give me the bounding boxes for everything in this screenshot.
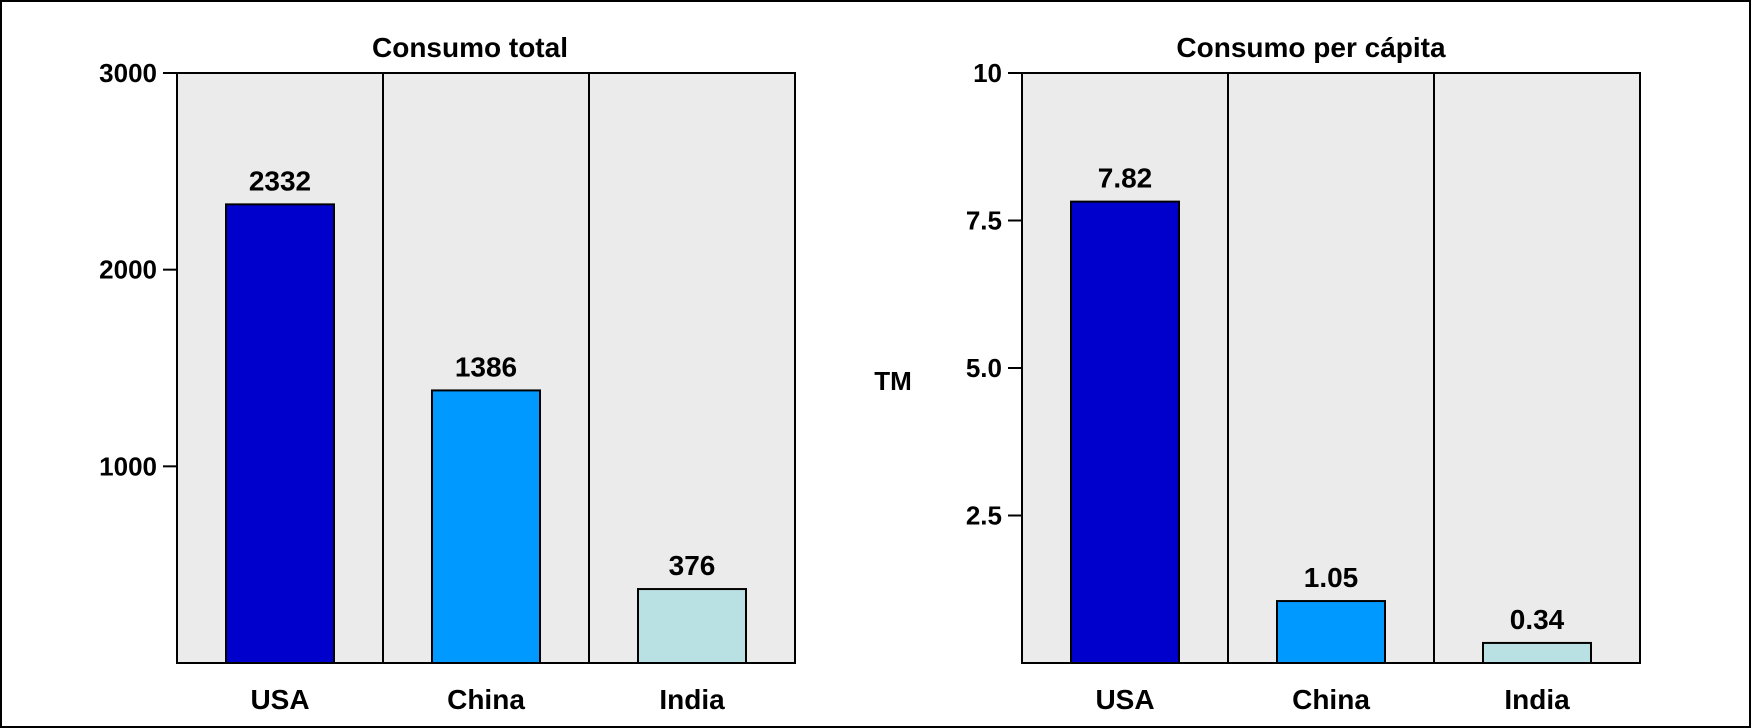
y-tick-label: 5.0 [966, 353, 1002, 383]
bar-value-label: 2332 [249, 165, 311, 196]
x-category-label: India [1504, 684, 1570, 715]
bar-labels: 7.82 1.05 0.34 [1098, 163, 1565, 635]
y-tick-label: 2.5 [966, 501, 1002, 531]
bar-china [431, 389, 541, 664]
category-separators [1227, 73, 1435, 663]
y-tick-label: 7.5 [966, 206, 1002, 236]
bar-value-label: 376 [669, 550, 716, 581]
chart-panel-per-capita: Consumo per cápita TM 7.82 1.05 0.34 2.5 5.… [874, 32, 1641, 715]
x-category-label: India [659, 684, 725, 715]
bar-value-label: 7.82 [1098, 163, 1153, 194]
x-category-label: China [447, 684, 525, 715]
category-separators [382, 73, 590, 663]
y-tick-label: 1000 [99, 451, 157, 481]
x-category-label: USA [250, 684, 309, 715]
y-axis-ticks: 1000 2000 3000 [99, 58, 177, 481]
bar-usa [225, 203, 335, 665]
chart-panel-total: Consumo total 2332 1386 376 1000 2000 3000 U… [99, 32, 796, 715]
x-axis-labels: USA China India [1095, 684, 1570, 715]
y-tick-label: 3000 [99, 58, 157, 88]
bar-value-label: 1.05 [1304, 562, 1359, 593]
bar-india [637, 588, 747, 665]
bars [1070, 200, 1592, 665]
bar-labels: 2332 1386 376 [249, 165, 716, 581]
x-axis-labels: USA China India [250, 684, 725, 715]
y-axis-ticks: 2.5 5.0 7.5 10 [966, 58, 1022, 531]
y-tick-label: 10 [973, 58, 1002, 88]
bar-usa [1070, 200, 1180, 664]
bar-value-label: 1386 [455, 351, 517, 382]
chart-title: Consumo per cápita [1176, 32, 1446, 63]
x-category-label: China [1292, 684, 1370, 715]
bar-china [1276, 600, 1386, 664]
bar-value-label: 0.34 [1510, 604, 1565, 635]
bars [225, 203, 747, 665]
y-tick-label: 2000 [99, 255, 157, 285]
bar-india [1482, 641, 1592, 665]
x-category-label: USA [1095, 684, 1154, 715]
chart-title: Consumo total [372, 32, 568, 63]
y-axis-label: TM [874, 366, 912, 396]
